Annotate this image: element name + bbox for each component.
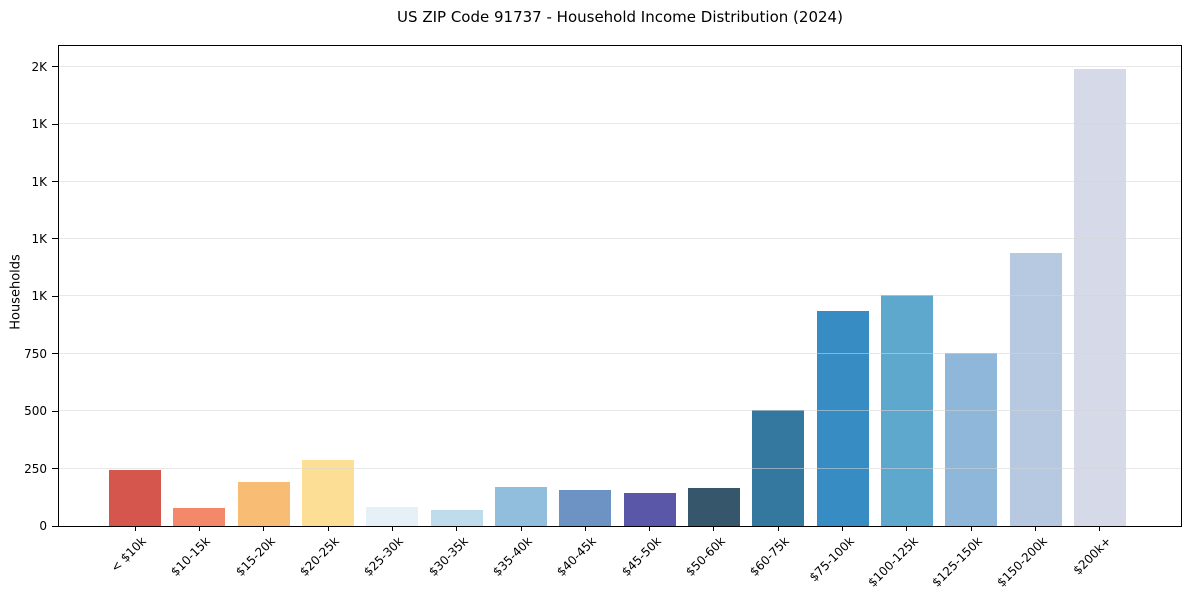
x-tick-label-200k: $200k+ [1070,534,1114,578]
bar-25-30k [366,506,419,526]
gridline-250 [59,467,1181,469]
x-tick-label-150-200k: $150-200k [993,534,1050,590]
y-tick-mark-250 [52,468,58,470]
bar-10k [109,469,162,526]
x-tick-mark-60-75k [777,526,779,531]
y-tick-mark-1750 [52,123,58,125]
y-tick-label-1000: 1K [31,289,47,304]
x-tick-mark-50-60k [713,526,715,531]
y-tick-label-2000: 2K [31,59,47,74]
bar-15-20k [237,481,290,526]
x-tick-label-25-30k: $25-30k [361,534,407,579]
x-tick-mark-75-100k [842,526,844,531]
y-tick-label-500: 500 [24,404,47,419]
x-tick-label-100-125k: $100-125k [865,534,921,590]
bar-45-50k [623,492,676,526]
bar-20-25k [302,459,355,526]
y-tick-label-250: 250 [24,461,47,476]
x-tick-mark-10-15k [198,526,200,531]
x-tick-label-10-15k: $10-15k [168,534,214,579]
y-tick-label-750: 750 [24,346,47,361]
x-tick-mark-35-40k [520,526,522,531]
y-tick-mark-750 [52,353,58,355]
x-tick-label-10k: < $10k [108,534,150,575]
y-tick-label-1500: 1K [31,174,47,189]
y-tick-mark-0 [52,525,58,527]
x-tick-label-35-40k: $35-40k [490,534,535,579]
x-tick-label-125-150k: $125-150k [929,534,986,590]
x-tick-mark-150-200k [1035,526,1037,531]
gridline-1000 [59,295,1181,297]
x-tick-mark-25-30k [391,526,393,531]
x-tick-label-30-35k: $30-35k [425,534,471,579]
x-tick-label-60-75k: $60-75k [747,534,793,579]
x-tick-mark-10k [134,526,136,531]
y-tick-label-1250: 1K [31,231,47,246]
y-tick-mark-500 [52,410,58,412]
x-tick-mark-200k [1099,526,1101,531]
y-axis-label: Households [8,254,24,330]
gridline-750 [59,352,1181,354]
gridline-1750 [59,123,1181,125]
y-tick-mark-1000 [52,295,58,297]
x-tick-label-20-25k: $20-25k [297,534,342,579]
x-tick-mark-125-150k [970,526,972,531]
bar-40-45k [559,489,612,526]
y-tick-label-1750: 1K [31,117,47,132]
chart-title: US ZIP Code 91737 - Household Income Dis… [397,8,843,26]
x-tick-mark-40-45k [584,526,586,531]
gridline-1500 [59,180,1181,182]
x-tick-mark-30-35k [456,526,458,531]
bar-35-40k [495,486,548,526]
x-tick-label-75-100k: $75-100k [806,534,857,585]
bar-200k [1073,69,1126,526]
y-tick-mark-1250 [52,238,58,240]
bar-125-150k [945,353,998,526]
gridline-1250 [59,237,1181,239]
y-tick-mark-1500 [52,181,58,182]
gridline-500 [59,410,1181,412]
x-tick-label-50-60k: $50-60k [683,534,728,579]
bar-30-35k [430,510,483,526]
gridline-2000 [59,65,1181,67]
x-tick-label-15-20k: $15-20k [232,534,278,579]
x-tick-mark-45-50k [649,526,651,531]
x-tick-label-45-50k: $45-50k [618,534,664,579]
y-tick-mark-2000 [52,66,58,68]
bar-150-200k [1009,253,1062,526]
x-tick-mark-15-20k [263,526,265,531]
x-tick-mark-100-125k [906,526,908,531]
bar-75-100k [816,311,869,526]
x-tick-label-40-45k: $40-45k [554,534,600,579]
bar-50-60k [687,488,740,526]
bar-10-15k [173,508,226,526]
plot-area [58,45,1182,527]
y-tick-label-0: 0 [39,519,47,533]
x-tick-mark-20-25k [327,526,329,531]
